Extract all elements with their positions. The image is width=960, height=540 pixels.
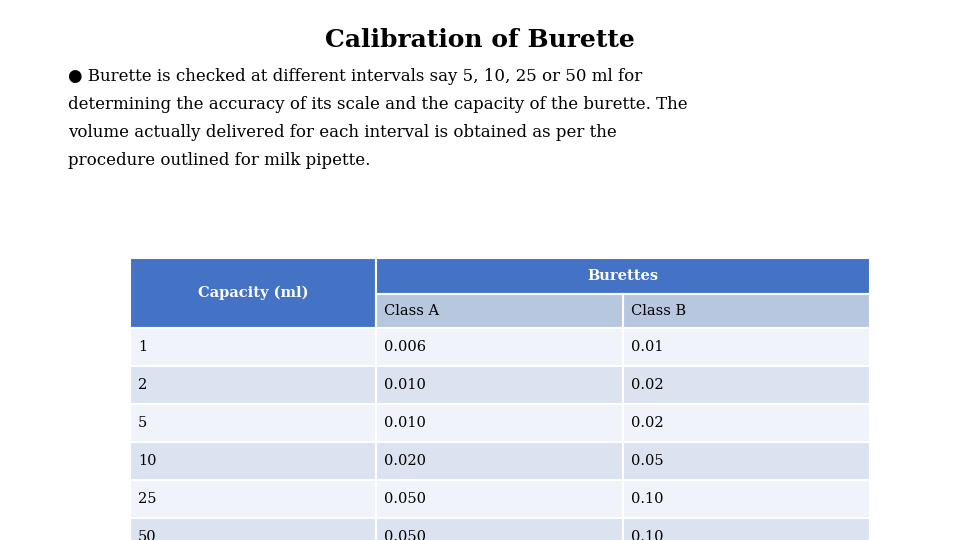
Bar	[623, 518, 870, 540]
Text: Class A: Class A	[384, 304, 440, 318]
Bar	[130, 480, 376, 518]
Text: 10: 10	[138, 454, 156, 468]
Bar	[623, 404, 870, 442]
Text: Calibration of Burette: Calibration of Burette	[325, 28, 635, 52]
Text: 0.010: 0.010	[384, 416, 426, 430]
Bar	[376, 294, 623, 328]
Text: 0.020: 0.020	[384, 454, 426, 468]
Text: Capacity (ml): Capacity (ml)	[198, 286, 308, 300]
Bar	[623, 480, 870, 518]
Text: 0.050: 0.050	[384, 530, 426, 540]
Bar	[130, 442, 376, 480]
Bar	[376, 518, 623, 540]
Bar	[130, 518, 376, 540]
Bar	[376, 404, 623, 442]
Text: 0.006: 0.006	[384, 340, 426, 354]
Bar	[376, 442, 623, 480]
Bar	[376, 366, 623, 404]
Bar	[130, 258, 376, 328]
Text: procedure outlined for milk pipette.: procedure outlined for milk pipette.	[68, 152, 371, 169]
Text: 0.02: 0.02	[631, 378, 663, 392]
Text: 0.05: 0.05	[631, 454, 663, 468]
Text: 5: 5	[138, 416, 147, 430]
Text: 0.050: 0.050	[384, 492, 426, 506]
Bar	[130, 404, 376, 442]
Text: 50: 50	[138, 530, 156, 540]
Bar	[376, 258, 870, 294]
Bar	[623, 366, 870, 404]
Text: Class B: Class B	[631, 304, 686, 318]
Text: volume actually delivered for each interval is obtained as per the: volume actually delivered for each inter…	[68, 124, 616, 141]
Text: 0.01: 0.01	[631, 340, 663, 354]
Text: 25: 25	[138, 492, 156, 506]
Bar	[376, 328, 623, 366]
Text: ● Burette is checked at different intervals say 5, 10, 25 or 50 ml for: ● Burette is checked at different interv…	[68, 68, 642, 85]
Bar	[623, 328, 870, 366]
Bar	[623, 294, 870, 328]
Text: 0.10: 0.10	[631, 492, 663, 506]
Bar	[623, 442, 870, 480]
Text: 0.10: 0.10	[631, 530, 663, 540]
Bar	[130, 328, 376, 366]
Text: Burettes: Burettes	[588, 269, 659, 283]
Text: 0.02: 0.02	[631, 416, 663, 430]
Text: 0.010: 0.010	[384, 378, 426, 392]
Text: 2: 2	[138, 378, 147, 392]
Bar	[376, 480, 623, 518]
Bar	[130, 366, 376, 404]
Text: determining the accuracy of its scale and the capacity of the burette. The: determining the accuracy of its scale an…	[68, 96, 687, 113]
Text: 1: 1	[138, 340, 147, 354]
